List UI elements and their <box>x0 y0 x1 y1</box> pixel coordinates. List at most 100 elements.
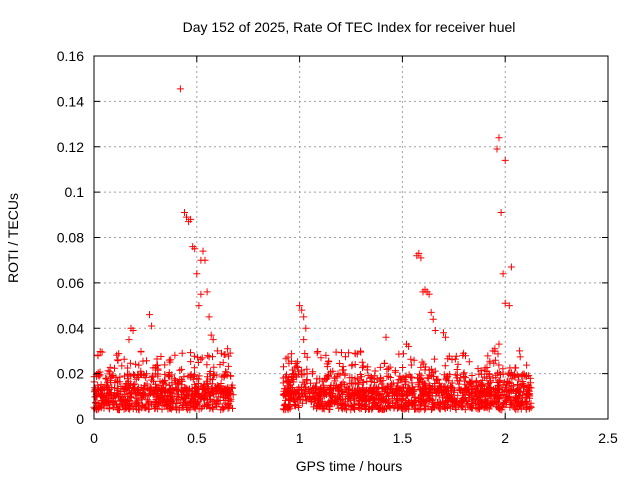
data-point <box>302 397 310 405</box>
data-point <box>187 349 194 357</box>
data-point <box>494 369 501 377</box>
data-point <box>166 402 174 410</box>
data-point <box>345 349 353 357</box>
data-point <box>226 349 234 357</box>
data-point <box>294 368 302 376</box>
data-point <box>178 377 186 385</box>
data-point <box>486 357 494 365</box>
data-point <box>365 405 373 413</box>
data-point <box>448 379 456 387</box>
data-point <box>386 374 394 381</box>
data-point <box>195 405 203 413</box>
data-point <box>224 404 232 412</box>
data-point <box>494 404 502 412</box>
data-point <box>168 384 176 392</box>
data-point <box>129 405 137 413</box>
data-point <box>298 306 306 314</box>
data-point <box>153 355 161 363</box>
data-point <box>389 379 397 387</box>
data-point <box>352 388 360 396</box>
data-point <box>158 391 166 399</box>
data-point <box>176 366 184 374</box>
data-point <box>150 378 157 386</box>
data-point <box>435 399 443 406</box>
data-point <box>192 384 200 392</box>
data-point <box>315 386 323 394</box>
data-point <box>302 324 310 332</box>
data-point <box>500 378 508 386</box>
data-point <box>204 396 211 404</box>
data-point <box>305 386 313 393</box>
data-point <box>124 371 131 379</box>
data-point <box>145 399 153 407</box>
data-point <box>284 353 292 361</box>
data-point <box>334 370 342 378</box>
data-point <box>98 401 106 409</box>
data-point <box>371 367 379 375</box>
data-point <box>484 352 492 360</box>
data-point <box>294 358 302 366</box>
data-point <box>500 398 508 406</box>
data-point <box>474 365 482 373</box>
data-point <box>384 365 392 373</box>
x-axis-ticks: 0 0.5 1 1.5 2 2.5 <box>90 56 618 446</box>
data-point <box>205 353 213 361</box>
data-point <box>327 386 335 394</box>
data-point <box>340 388 348 395</box>
data-point <box>422 382 430 390</box>
data-point <box>289 396 297 403</box>
data-point <box>491 393 499 401</box>
data-point <box>395 350 403 358</box>
data-point <box>463 387 471 395</box>
data-point <box>129 384 137 392</box>
data-point <box>328 393 336 401</box>
data-point <box>459 351 467 359</box>
data-point <box>298 390 306 398</box>
data-point <box>191 245 199 253</box>
data-point <box>113 351 121 359</box>
data-point <box>129 327 137 334</box>
data-point <box>525 387 533 395</box>
data-point <box>402 380 409 388</box>
data-point <box>457 387 464 395</box>
data-point <box>418 378 426 386</box>
data-point <box>225 391 233 399</box>
data-point <box>301 350 309 357</box>
data-point <box>151 404 159 412</box>
data-point <box>147 387 155 395</box>
data-point <box>195 302 203 310</box>
data-point <box>186 372 194 380</box>
data-point <box>132 360 140 368</box>
data-point <box>517 382 525 390</box>
y-tick-label: 0.04 <box>57 320 84 336</box>
data-point <box>516 392 523 399</box>
data-point <box>490 359 498 367</box>
data-point <box>445 387 452 395</box>
data-point <box>114 357 122 365</box>
y-tick-label: 0.08 <box>57 230 84 246</box>
data-point <box>366 386 374 394</box>
data-point <box>370 384 378 392</box>
data-point <box>178 387 186 395</box>
data-point <box>454 360 462 368</box>
data-point <box>481 364 489 372</box>
data-point <box>358 373 365 381</box>
data-point <box>508 375 516 383</box>
data-point <box>509 382 517 390</box>
data-point <box>203 288 211 296</box>
x-tick-label: 0.5 <box>187 430 207 446</box>
data-point <box>216 397 224 404</box>
data-point <box>95 387 102 395</box>
data-point <box>158 405 166 413</box>
data-point <box>523 391 531 399</box>
data-point <box>385 403 393 411</box>
data-point <box>103 375 111 383</box>
data-point <box>416 395 424 403</box>
data-point <box>206 368 214 375</box>
data-point <box>302 393 309 401</box>
data-point <box>279 405 287 413</box>
data-point <box>386 404 394 412</box>
data-point <box>454 391 462 399</box>
data-point <box>497 209 505 216</box>
data-point <box>424 402 432 410</box>
